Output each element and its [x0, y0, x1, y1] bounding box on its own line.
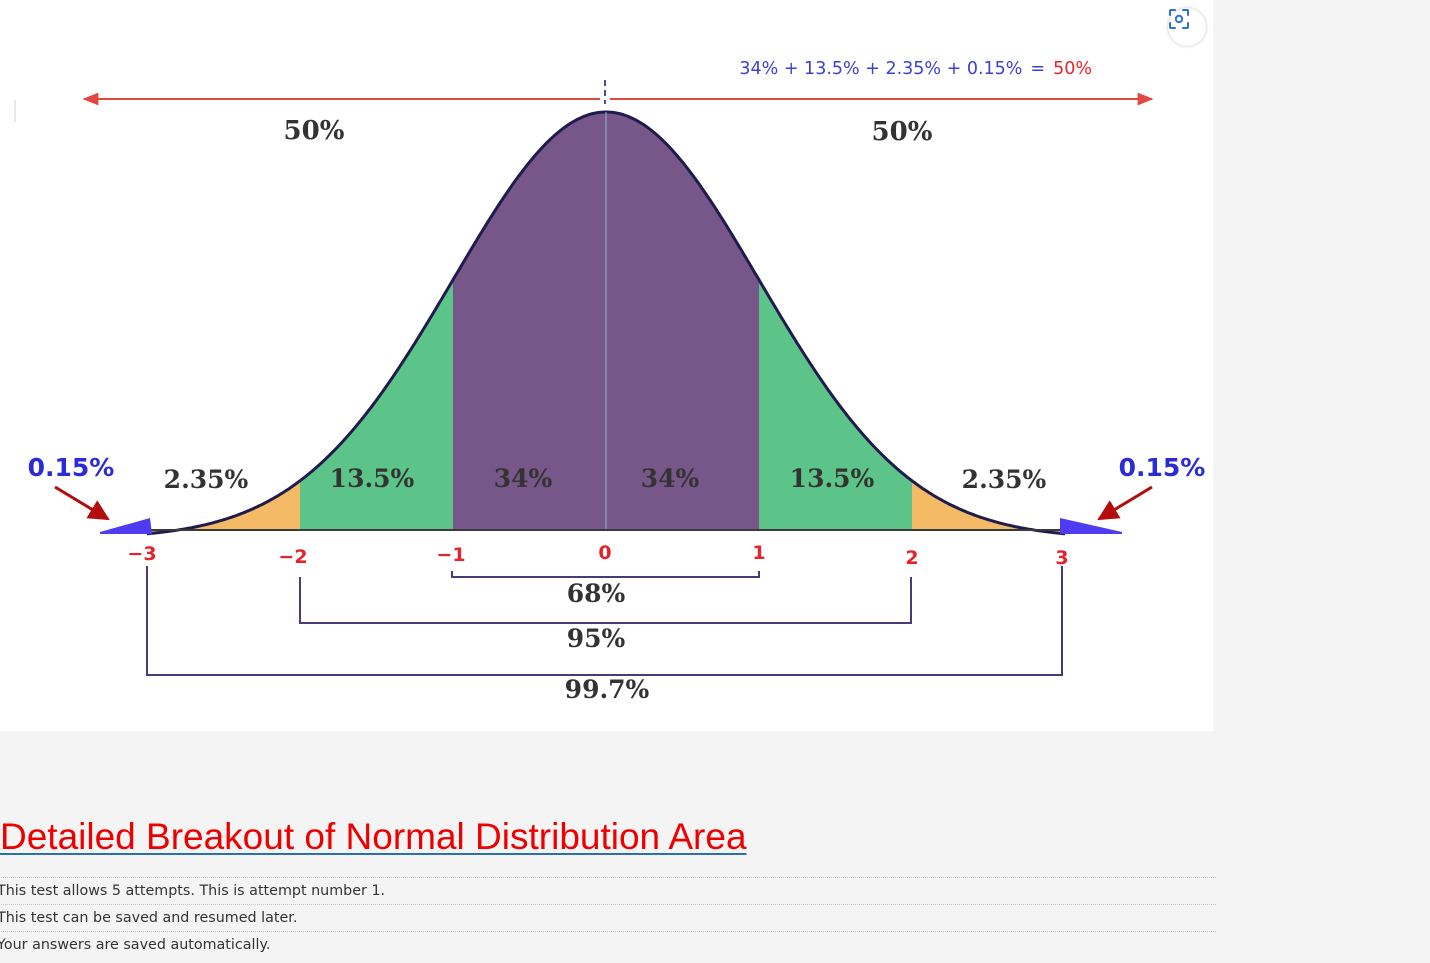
- region-label-left-2-3: 2.35%: [164, 465, 249, 494]
- visual-search-button[interactable]: [1168, 8, 1206, 46]
- right-tail-pointer-arrow: [1097, 485, 1153, 521]
- distribution-regions: [147, 112, 1065, 534]
- tick-label-0: 0: [598, 542, 611, 564]
- left-tail-label: 0.15%: [28, 453, 115, 482]
- bell-curve-diagram: 34% + 13.5% + 2.35% + 0.15% = 50% 50% 50% …: [28, 59, 1206, 704]
- test-info-list: This test allows 5 attempts. This is att…: [0, 877, 1216, 958]
- one-sd-bracket: [451, 571, 760, 578]
- three-sd-bracket: [146, 566, 1063, 676]
- region-neg1-0: [453, 112, 606, 530]
- one-sd-label: 68%: [567, 579, 626, 608]
- equation-text: 34% + 13.5% + 2.35% + 0.15% = 50%: [739, 59, 1092, 79]
- left-tail-region: [100, 518, 152, 534]
- three-sd-label: 99.7%: [565, 675, 650, 704]
- region-label-left-0-1: 34%: [494, 464, 553, 493]
- region-0-1: [606, 112, 759, 530]
- tick-label-1: 1: [752, 542, 765, 564]
- edge-mark: [14, 100, 16, 122]
- save-resume-info: This test can be saved and resumed later…: [0, 904, 1216, 931]
- left-tail-pointer-arrow: [54, 485, 110, 521]
- two-sd-bracket: [299, 577, 912, 624]
- normal-distribution-figure: 34% + 13.5% + 2.35% + 0.15% = 50% 50% 50% …: [0, 0, 1213, 731]
- sd-brackets: [146, 566, 1063, 676]
- region-label-right-0-1: 34%: [641, 464, 700, 493]
- region-label-left-1-2: 13.5%: [330, 464, 415, 493]
- region-2-3: [912, 480, 1065, 534]
- region-neg3-neg2: [147, 480, 300, 534]
- region-1-2: [759, 279, 912, 530]
- region-neg2-neg1: [300, 279, 453, 530]
- left-half-label: 50%: [284, 116, 345, 146]
- attempts-info: This test allows 5 attempts. This is att…: [0, 877, 1216, 904]
- right-half-label: 50%: [872, 117, 933, 147]
- tick-label-2: 2: [905, 547, 918, 569]
- page-heading-link[interactable]: Detailed Breakout of Normal Distribution…: [0, 816, 747, 857]
- two-sd-label: 95%: [567, 624, 626, 653]
- region-label-right-2-3: 2.35%: [962, 465, 1047, 494]
- tick-label-neg1: −1: [436, 544, 465, 566]
- autosave-info: Your answers are saved automatically.: [0, 931, 1216, 958]
- right-tail-label: 0.15%: [1119, 453, 1206, 482]
- tick-label-neg3: −3: [127, 543, 156, 565]
- tick-label-3: 3: [1055, 547, 1068, 569]
- right-tail-region: [1060, 518, 1122, 534]
- scan-focus-icon: [1169, 9, 1189, 29]
- region-label-right-1-2: 13.5%: [790, 464, 875, 493]
- tick-label-neg2: −2: [278, 546, 307, 568]
